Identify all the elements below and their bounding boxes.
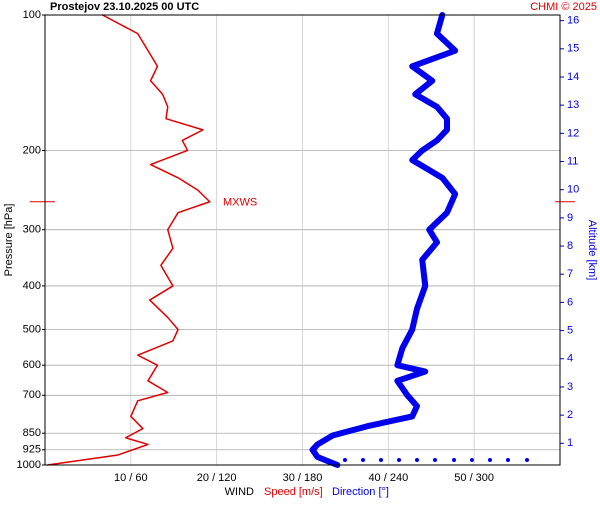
y2-axis-label: Altitude [km]: [586, 220, 598, 281]
y-tick-label: 850: [23, 427, 41, 439]
y2-tick-label: 16: [567, 15, 579, 27]
y2-tick-label: 12: [567, 127, 579, 139]
y2-tick-label: 1: [567, 437, 573, 449]
y2-tick-label: 6: [567, 296, 573, 308]
y2-tick-label: 14: [567, 71, 579, 83]
y2-tick-label: 2: [567, 409, 573, 421]
y-tick-label: 400: [23, 280, 41, 292]
x-tick-label: 50 / 300: [454, 472, 494, 484]
y-tick-label: 700: [23, 389, 41, 401]
y2-tick-label: 7: [567, 268, 573, 280]
y-axis-label: Pressure [hPa]: [3, 204, 15, 277]
y2-tick-label: 4: [567, 353, 573, 365]
x-axis-label: WIND: [225, 486, 254, 498]
x-tick-label: 10 / 60: [114, 472, 148, 484]
y2-tick-label: 3: [567, 381, 573, 393]
y-tick-label: 600: [23, 359, 41, 371]
y2-tick-label: 11: [567, 155, 578, 167]
annotation: MXWS: [223, 197, 257, 209]
y2-tick-label: 9: [567, 212, 573, 224]
y2-tick-label: 10: [567, 184, 579, 196]
x-tick-label: 40 / 240: [368, 472, 408, 484]
profile-line: [46, 14, 211, 466]
chart-title: Prostejov 23.10.2025 00 UTC: [50, 1, 199, 13]
y-tick-label: 100: [23, 9, 41, 21]
y2-tick-label: 5: [567, 324, 573, 336]
y-tick-label: 500: [23, 323, 41, 335]
profile-line: [309, 12, 459, 468]
plot-frame: [44, 14, 561, 466]
x-tick-label: 30 / 180: [283, 472, 323, 484]
y2-tick-label: 15: [567, 43, 579, 55]
surface-dots: [343, 458, 529, 462]
y-tick-label: 925: [23, 444, 41, 456]
legend-direction: Direction [°]: [332, 486, 389, 498]
y2-tick-label: 13: [567, 99, 579, 111]
legend-speed: Speed [m/s]: [264, 486, 323, 498]
y2-tick-label: 8: [567, 240, 573, 252]
y-tick-label: 1000: [17, 459, 41, 471]
y-tick-label: 300: [23, 224, 41, 236]
y-tick-label: 200: [23, 144, 41, 156]
credit: CHMI © 2025: [530, 1, 597, 13]
x-tick-label: 20 / 120: [197, 472, 237, 484]
